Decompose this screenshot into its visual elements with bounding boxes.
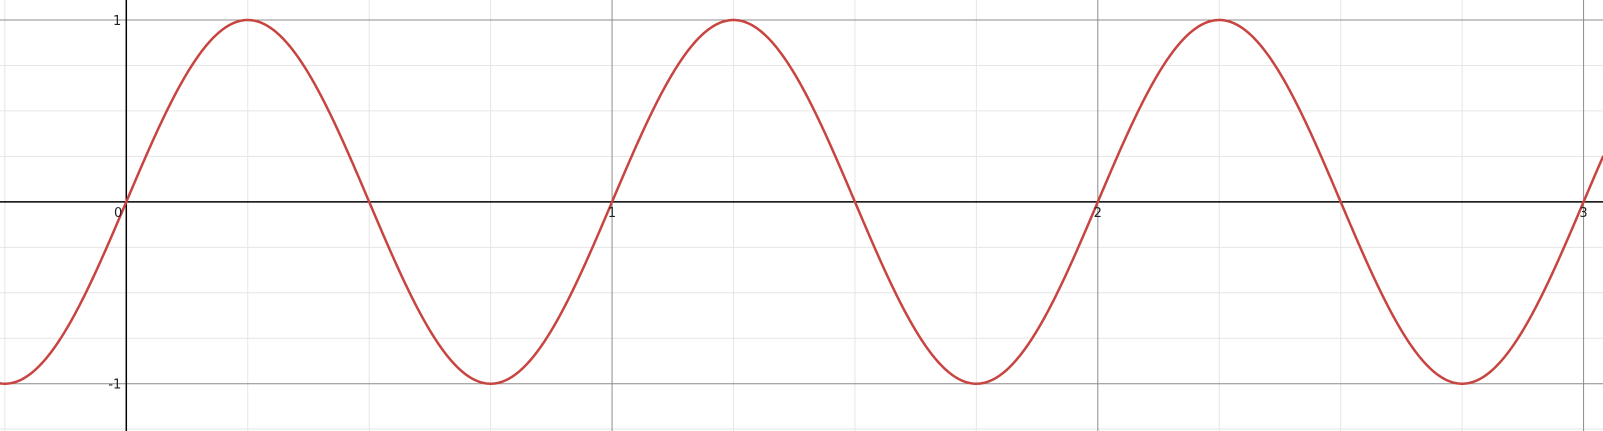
x-tick-label: 1: [608, 206, 616, 221]
y-tick-label: 1: [113, 14, 121, 29]
x-tick-label: 3: [1579, 206, 1587, 221]
x-tick-label: 2: [1094, 206, 1102, 221]
curve-layer: [0, 18, 1603, 385]
x-tick-label: 0: [114, 206, 122, 221]
series-curve-sin[interactable]: [0, 18, 1603, 385]
tick-labels: 0 1 2 3 -1 1: [108, 14, 1587, 393]
y-tick-label: -1: [108, 378, 121, 393]
